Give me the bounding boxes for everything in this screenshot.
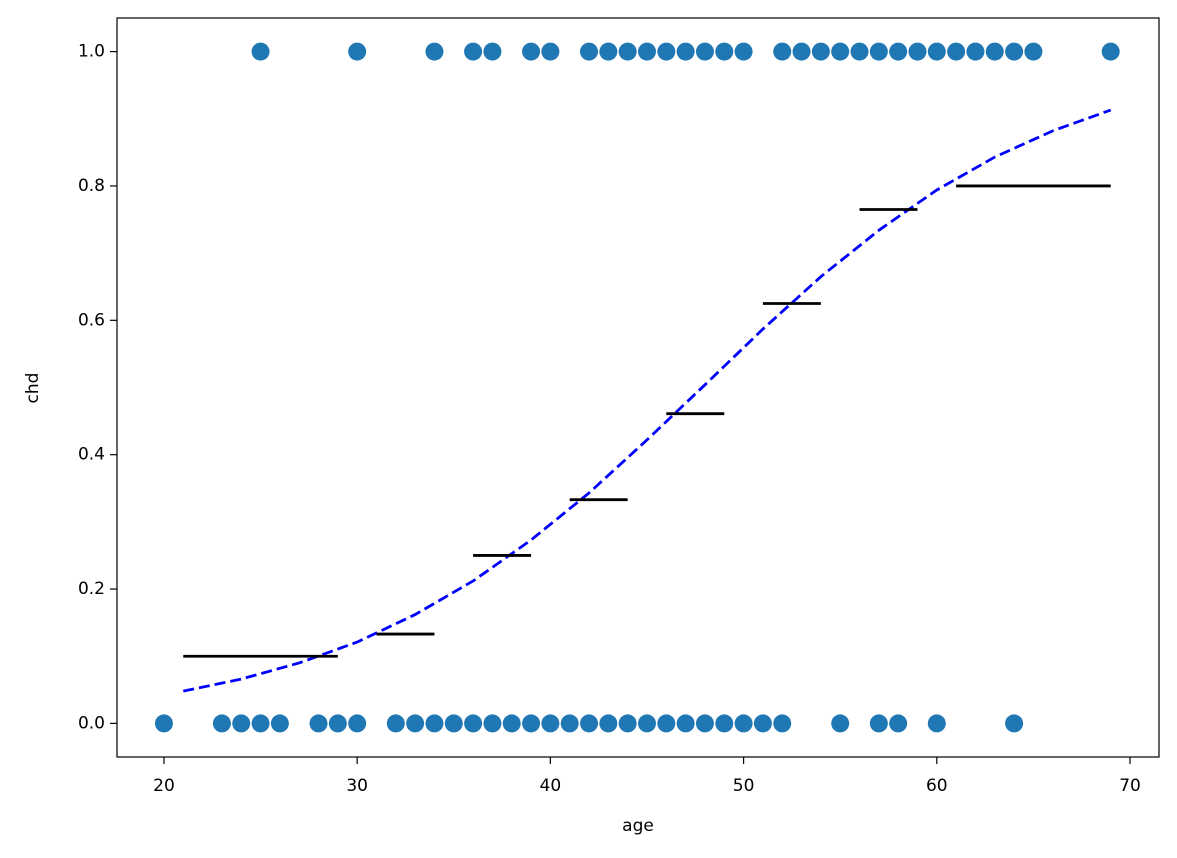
point (444, 714, 463, 733)
point (753, 714, 772, 733)
point (773, 42, 792, 61)
point (947, 42, 966, 61)
y-tick-label: 0.2 (78, 579, 105, 599)
y-axis-label: chd (23, 373, 43, 404)
point (232, 714, 251, 733)
y-tick-label: 0.8 (78, 176, 105, 196)
point (637, 42, 656, 61)
point (695, 714, 714, 733)
point (328, 714, 347, 733)
point (212, 714, 231, 733)
point (522, 42, 541, 61)
x-tick-label: 20 (153, 776, 175, 796)
point (541, 714, 560, 733)
fit-curve (182, 108, 1112, 693)
point (889, 714, 908, 733)
point (966, 42, 985, 61)
point (927, 714, 946, 733)
point (676, 714, 695, 733)
y-tick-label: 0.0 (78, 713, 105, 733)
point (657, 714, 676, 733)
y-tick-label: 1.0 (78, 42, 105, 62)
point (580, 714, 599, 733)
point (927, 42, 946, 61)
point (1005, 42, 1024, 61)
point (850, 42, 869, 61)
point (522, 714, 541, 733)
point (483, 42, 502, 61)
point (869, 42, 888, 61)
x-tick-label: 30 (346, 776, 368, 796)
point (348, 714, 367, 733)
x-tick-label: 50 (733, 776, 755, 796)
point (599, 714, 618, 733)
point (676, 42, 695, 61)
y-tick-label: 0.6 (78, 310, 105, 330)
point (406, 714, 425, 733)
x-tick-label: 60 (926, 776, 948, 796)
point (657, 42, 676, 61)
point (1005, 714, 1024, 733)
point (502, 714, 521, 733)
point (425, 42, 444, 61)
point (541, 42, 560, 61)
x-tick-label: 40 (540, 776, 562, 796)
x-tick-label: 70 (1119, 776, 1141, 796)
x-axis-label: age (622, 816, 654, 836)
point (348, 42, 367, 61)
point (251, 42, 270, 61)
point (618, 714, 637, 733)
point (734, 42, 753, 61)
point (715, 42, 734, 61)
point (580, 42, 599, 61)
point (831, 714, 850, 733)
point (251, 714, 270, 733)
point (831, 42, 850, 61)
point (869, 714, 888, 733)
point (560, 714, 579, 733)
point (309, 714, 328, 733)
point (811, 42, 830, 61)
point (386, 714, 405, 733)
point (734, 714, 753, 733)
point (908, 42, 927, 61)
point (1024, 42, 1043, 61)
point (483, 714, 502, 733)
point (792, 42, 811, 61)
point (637, 714, 656, 733)
point (715, 714, 734, 733)
point (618, 42, 637, 61)
point (464, 714, 483, 733)
plot-frame (116, 17, 1160, 758)
point (270, 714, 289, 733)
point (889, 42, 908, 61)
point (599, 42, 618, 61)
point (695, 42, 714, 61)
point (985, 42, 1004, 61)
y-tick-label: 0.4 (78, 445, 105, 465)
point (773, 714, 792, 733)
point (425, 714, 444, 733)
point (1101, 42, 1120, 61)
point (464, 42, 483, 61)
point (154, 714, 173, 733)
